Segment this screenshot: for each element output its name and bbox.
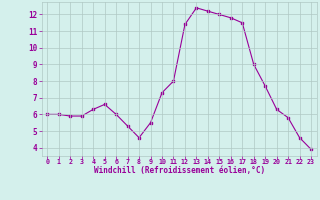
X-axis label: Windchill (Refroidissement éolien,°C): Windchill (Refroidissement éolien,°C) bbox=[94, 166, 265, 175]
